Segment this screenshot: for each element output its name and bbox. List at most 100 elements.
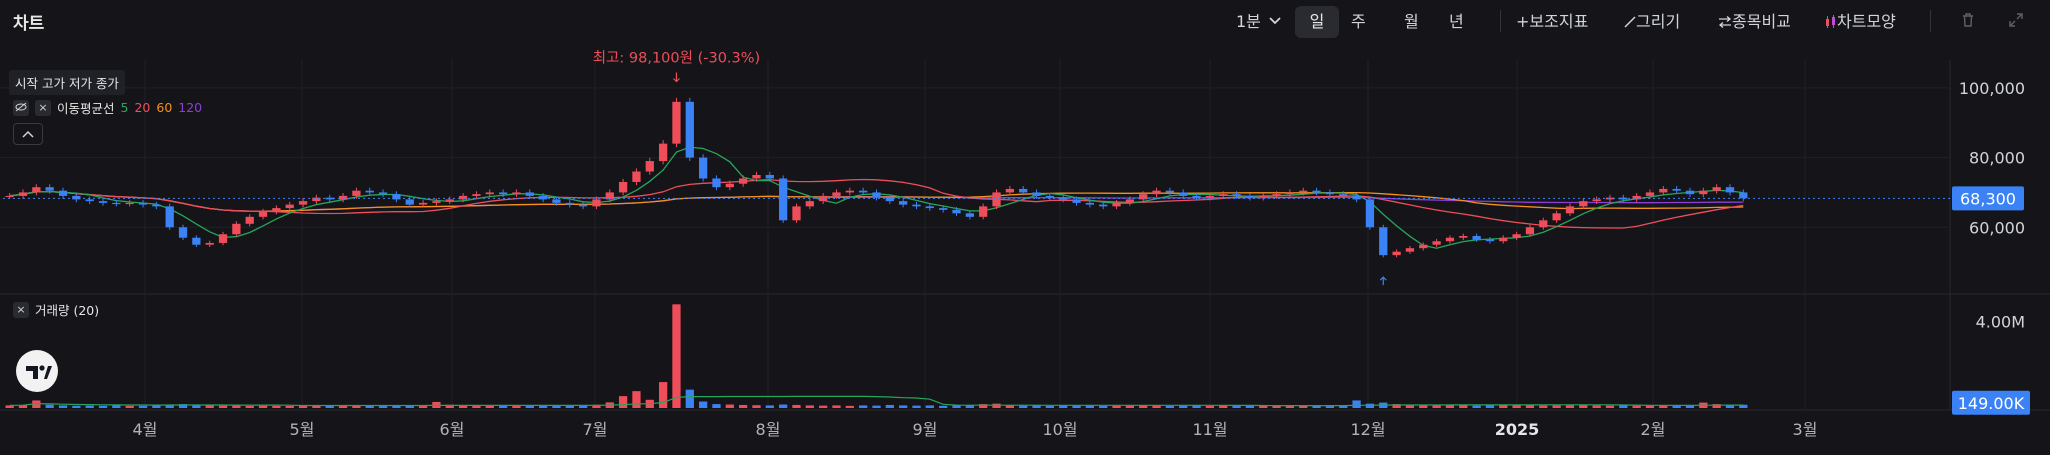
candle-body: [1219, 194, 1228, 196]
high-annotation: 최고: 98,100원 (-30.3%): [593, 50, 760, 67]
drawing-button[interactable]: 그리기: [1616, 6, 1688, 38]
volume-bar: [85, 405, 94, 408]
candle-body: [1659, 188, 1668, 193]
volume-bar: [485, 405, 494, 408]
candle-body: [1685, 190, 1695, 195]
candle-body: [939, 208, 948, 210]
tab-week[interactable]: 주: [1343, 6, 1374, 38]
volume-moving-average: [9, 395, 1744, 407]
volume-bar: [1499, 405, 1508, 408]
candle-body: [1485, 239, 1495, 242]
candle-body: [165, 206, 174, 228]
volume-bar: [1405, 404, 1415, 408]
volume-bar: [939, 405, 948, 408]
volume-bar: [872, 405, 881, 408]
interval-dropdown[interactable]: 1분: [1228, 6, 1287, 38]
expand-icon[interactable]: [2006, 10, 2028, 32]
candle-body: [739, 178, 748, 184]
volume-bar: [5, 405, 14, 408]
time-tick-label: 3월: [1793, 420, 1818, 439]
volume-bar: [1312, 405, 1321, 408]
candle-body: [272, 208, 281, 212]
volume-bar: [725, 404, 734, 408]
candle-body: [1152, 190, 1161, 195]
volume-bar: [1645, 405, 1655, 408]
volume-bar: [685, 389, 694, 408]
candle-body: [18, 192, 28, 196]
candle-body: [538, 195, 548, 200]
close-icon[interactable]: ×: [35, 99, 51, 116]
candle-body: [445, 199, 454, 202]
close-icon[interactable]: ×: [13, 301, 29, 318]
candle-body: [1339, 194, 1348, 196]
volume-bar: [899, 405, 908, 408]
indicators-button[interactable]: +보조지표: [1508, 6, 1596, 38]
volume-bar: [138, 405, 148, 408]
candle-body: [285, 204, 294, 209]
volume-bar: [45, 404, 54, 408]
volume-bar: [819, 405, 828, 408]
toolbar: 차트 1분 일 주 월 년 +보조지표 그리기 종목비교 차트모양: [0, 0, 2050, 42]
volume-bar: [1685, 404, 1695, 408]
volume-bar: [1059, 405, 1068, 408]
volume-bar: [152, 405, 161, 408]
candle-body: [312, 197, 321, 202]
volume-bar: [98, 405, 108, 408]
volume-bar: [18, 404, 28, 408]
volume-tick-label: 4.00M: [1976, 313, 2025, 332]
candle-body: [1405, 248, 1415, 252]
volume-bar: [418, 405, 428, 408]
time-tick-label: 2025: [1495, 420, 1540, 439]
compare-button[interactable]: 종목비교: [1710, 6, 1799, 38]
ma-period-120: 120: [178, 100, 203, 115]
candle-body: [1379, 227, 1388, 256]
volume-bar: [1712, 404, 1721, 408]
volume-bar: [392, 405, 401, 408]
volume-bar: [672, 304, 681, 408]
volume-legend: × 거래량 (20): [13, 300, 99, 319]
candle-body: [1472, 235, 1481, 240]
candle-body: [1579, 201, 1588, 207]
candle-body: [1499, 237, 1508, 242]
volume-bar: [1725, 404, 1735, 408]
tab-label: 년: [1449, 12, 1464, 31]
candle-body: [1192, 195, 1201, 198]
volume-bar: [378, 405, 388, 408]
volume-bar: [178, 404, 188, 408]
tradingview-logo[interactable]: [16, 350, 58, 392]
volume-bar: [1539, 405, 1548, 408]
tab-month[interactable]: 월: [1396, 6, 1427, 38]
volume-bar: [792, 404, 801, 408]
candle-body: [712, 178, 721, 188]
candle-body: [1632, 195, 1641, 200]
volume-bar: [1032, 405, 1041, 408]
candle-body: [992, 192, 1001, 207]
candle-body: [512, 192, 521, 195]
volume-bar: [1205, 405, 1215, 408]
candle-body: [192, 237, 201, 245]
candle-body: [72, 195, 81, 200]
volume-bar: [352, 405, 361, 408]
eye-off-icon[interactable]: [13, 99, 29, 116]
candle-body: [1419, 244, 1428, 249]
tab-day[interactable]: 일: [1295, 6, 1339, 38]
chart-style-button[interactable]: 차트모양: [1817, 6, 1904, 38]
candle-body: [565, 202, 574, 205]
candle-body: [859, 190, 868, 193]
volume-bar: [538, 405, 548, 408]
trash-icon[interactable]: [1958, 10, 1980, 32]
volume-bar: [285, 405, 294, 408]
volume-label: 거래량 (20): [35, 303, 100, 318]
collapse-legend-button[interactable]: [13, 123, 43, 145]
volume-bar: [1179, 405, 1188, 408]
candle-body: [205, 242, 214, 245]
page-title: 차트: [13, 14, 45, 34]
candle-body: [1699, 190, 1708, 195]
candle-body: [1645, 192, 1655, 196]
volume-bar: [165, 404, 174, 408]
volume-bar: [1579, 404, 1588, 408]
tab-year[interactable]: 년: [1441, 6, 1472, 38]
volume-bar: [805, 405, 814, 408]
tab-label: 일: [1309, 12, 1325, 31]
